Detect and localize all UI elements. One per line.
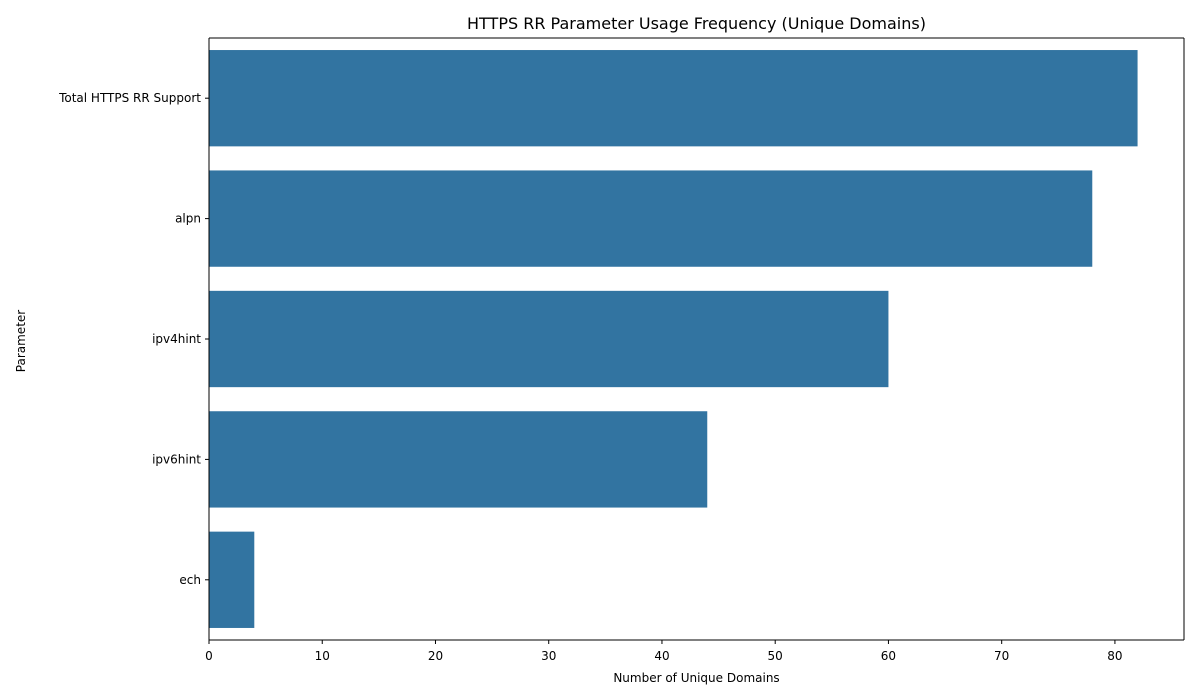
bar-1 [209, 170, 1093, 267]
x-axis-label: Number of Unique Domains [613, 671, 779, 685]
x-tick-label-0: 0 [205, 649, 213, 663]
y-axis-label: Parameter [14, 310, 28, 372]
x-tick-label-4: 40 [654, 649, 669, 663]
y-tick-label-4: ech [179, 573, 201, 587]
x-tick-label-7: 70 [994, 649, 1009, 663]
bar-3 [209, 411, 708, 508]
y-tick-label-0: Total HTTPS RR Support [58, 91, 201, 105]
x-tick-label-6: 60 [881, 649, 896, 663]
x-tick-label-1: 10 [315, 649, 330, 663]
x-tick-label-8: 80 [1107, 649, 1122, 663]
chart-title: HTTPS RR Parameter Usage Frequency (Uniq… [467, 14, 926, 33]
x-tick-label-3: 30 [541, 649, 556, 663]
x-ticks-group: 0 10 20 30 40 50 60 70 80 [205, 640, 1123, 663]
bar-2 [209, 290, 889, 388]
y-ticks-group: Total HTTPS RR Support alpn ipv4hint ipv6hi… [58, 91, 209, 587]
x-tick-label-5: 50 [768, 649, 783, 663]
y-tick-label-1: alpn [175, 212, 201, 226]
bar-0 [209, 50, 1138, 147]
y-tick-label-3: ipv6hint [152, 452, 201, 466]
y-tick-label-2: ipv4hint [152, 332, 201, 346]
x-tick-label-2: 20 [428, 649, 443, 663]
bar-4 [209, 531, 255, 628]
bars-group [209, 50, 1138, 628]
